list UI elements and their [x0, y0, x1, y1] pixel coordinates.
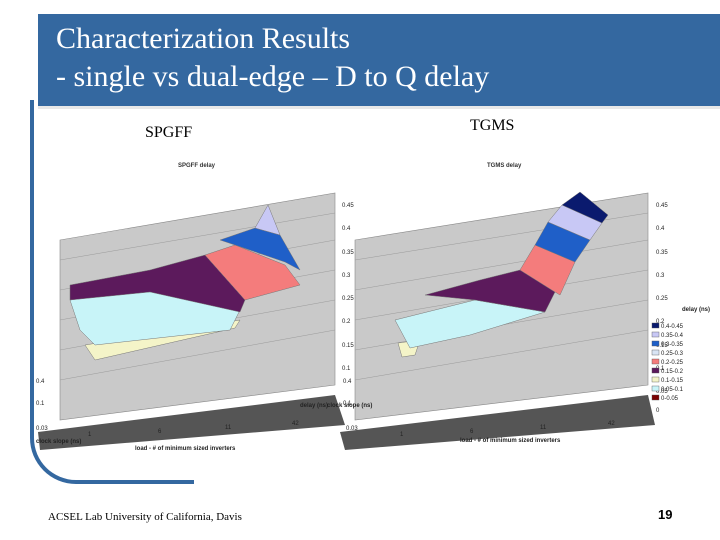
spgff-x-tick: 1 — [88, 432, 92, 438]
spgff-z-tick: 0.45 — [342, 203, 354, 209]
title-bar: Characterization Results - single vs dua… — [38, 14, 720, 109]
spgff-z-tick: 0.4 — [342, 226, 351, 232]
spgff-chart: SPGFF delay 0.45 0.4 0.35 0.3 0.25 0.2 0… — [36, 163, 354, 452]
tgms-surface-band — [561, 191, 609, 224]
tgms-x-tick: 6 — [470, 429, 474, 435]
slide-title-line-1: Characterization Results — [56, 22, 351, 55]
spgff-surface-band — [204, 244, 301, 301]
panel-label-spgff: SPGFF — [145, 124, 193, 141]
tgms-surface-band — [394, 299, 546, 349]
spgff-x-axis-label: load - # of minimum sized inverters — [135, 446, 236, 452]
tgms-x-tick: 1 — [400, 432, 404, 438]
page-number: 19 — [658, 507, 673, 522]
legend-label: 0.2-0.25 — [661, 360, 684, 366]
spgff-y-tick: 0.03 — [36, 426, 48, 432]
spgff-surface-band — [254, 204, 281, 236]
spgff-x-tick: 6 — [158, 429, 162, 435]
spgff-floor — [38, 395, 345, 450]
decorative-side-curve — [30, 100, 194, 484]
legend-swatch — [651, 394, 660, 401]
legend-label: 0.4-0.45 — [661, 324, 684, 330]
legend-swatch — [651, 376, 660, 383]
legend-label: 0-0.05 — [661, 396, 679, 402]
tgms-legend: 0.4-0.45 0.35-0.4 0.3-0.35 0.25-0.3 0.2-… — [651, 322, 684, 402]
tgms-z-tick: 0.3 — [656, 273, 665, 279]
spgff-y-axis-label: clock slope (ns) — [36, 439, 81, 445]
tgms-y-tick: 0.4 — [343, 379, 352, 385]
legend-label: 0.1-0.15 — [661, 378, 684, 384]
footer-text: ACSEL Lab University of California, Davi… — [48, 511, 242, 523]
legend-label: 0.3-0.35 — [661, 342, 684, 348]
spgff-z-tick: 0.2 — [342, 319, 351, 325]
tgms-z-tick: 0.15 — [656, 343, 668, 349]
spgff-y-tick: 0.1 — [36, 401, 45, 407]
tgms-chart-title: TGMS delay — [487, 163, 522, 169]
tgms-chart: TGMS delay 0.45 0.4 0.35 0.3 0.25 0.2 0.… — [327, 163, 710, 450]
tgms-z-tick: 0.4 — [656, 226, 665, 232]
spgff-z-tick: 0.3 — [342, 273, 351, 279]
tgms-y-tick: 0.03 — [346, 426, 358, 432]
legend-label: 0.25-0.3 — [661, 351, 684, 357]
legend-swatch — [651, 331, 660, 338]
legend-label: 0.35-0.4 — [661, 333, 684, 339]
tgms-z-tick: 0.1 — [656, 366, 665, 372]
tgms-y-axis-label: clock slope (ns) — [327, 403, 372, 409]
tgms-z-tick: 0.25 — [656, 296, 668, 302]
legend-swatch — [651, 367, 660, 374]
tgms-y-tick: 0.1 — [343, 401, 352, 407]
tgms-z-axis-label: delay (ns) — [682, 307, 710, 313]
slide-title-line-2: - single vs dual-edge – D to Q delay — [56, 60, 490, 93]
spgff-z-tick: 0.15 — [342, 343, 354, 349]
tgms-x-tick: 42 — [608, 421, 615, 427]
spgff-x-tick: 11 — [225, 425, 232, 431]
tgms-z-tick: 0.35 — [656, 250, 668, 256]
spgff-z-tick: 0.1 — [342, 366, 351, 372]
spgff-z-axis-label: delay (ns) — [300, 403, 328, 409]
tgms-x-tick: 11 — [540, 425, 547, 431]
tgms-surface-band — [519, 244, 576, 296]
legend-swatch — [651, 340, 660, 347]
panel-label-tgms: TGMS — [470, 117, 515, 134]
spgff-chart-title: SPGFF delay — [178, 163, 216, 169]
legend-label: 0.05-0.1 — [661, 387, 684, 393]
spgff-z-tick: 0.35 — [342, 250, 354, 256]
tgms-z-tick: 0.45 — [656, 203, 668, 209]
tgms-x-axis-label: load - # of minimum sized inverters — [460, 438, 561, 444]
spgff-y-tick: 0.4 — [36, 379, 45, 385]
legend-swatch — [651, 358, 660, 365]
legend-label: 0.15-0.2 — [661, 369, 684, 375]
legend-swatch — [651, 349, 660, 356]
tgms-floor — [340, 395, 655, 450]
spgff-z-tick: 0.25 — [342, 296, 354, 302]
spgff-x-tick: 42 — [292, 421, 299, 427]
spgff-surface-band — [69, 254, 246, 313]
tgms-z-tick: 0 — [656, 408, 660, 414]
legend-swatch — [651, 385, 660, 392]
tgms-z-tick: 0.05 — [656, 389, 668, 395]
tgms-z-tick: 0.2 — [656, 319, 665, 325]
legend-swatch — [651, 322, 660, 329]
